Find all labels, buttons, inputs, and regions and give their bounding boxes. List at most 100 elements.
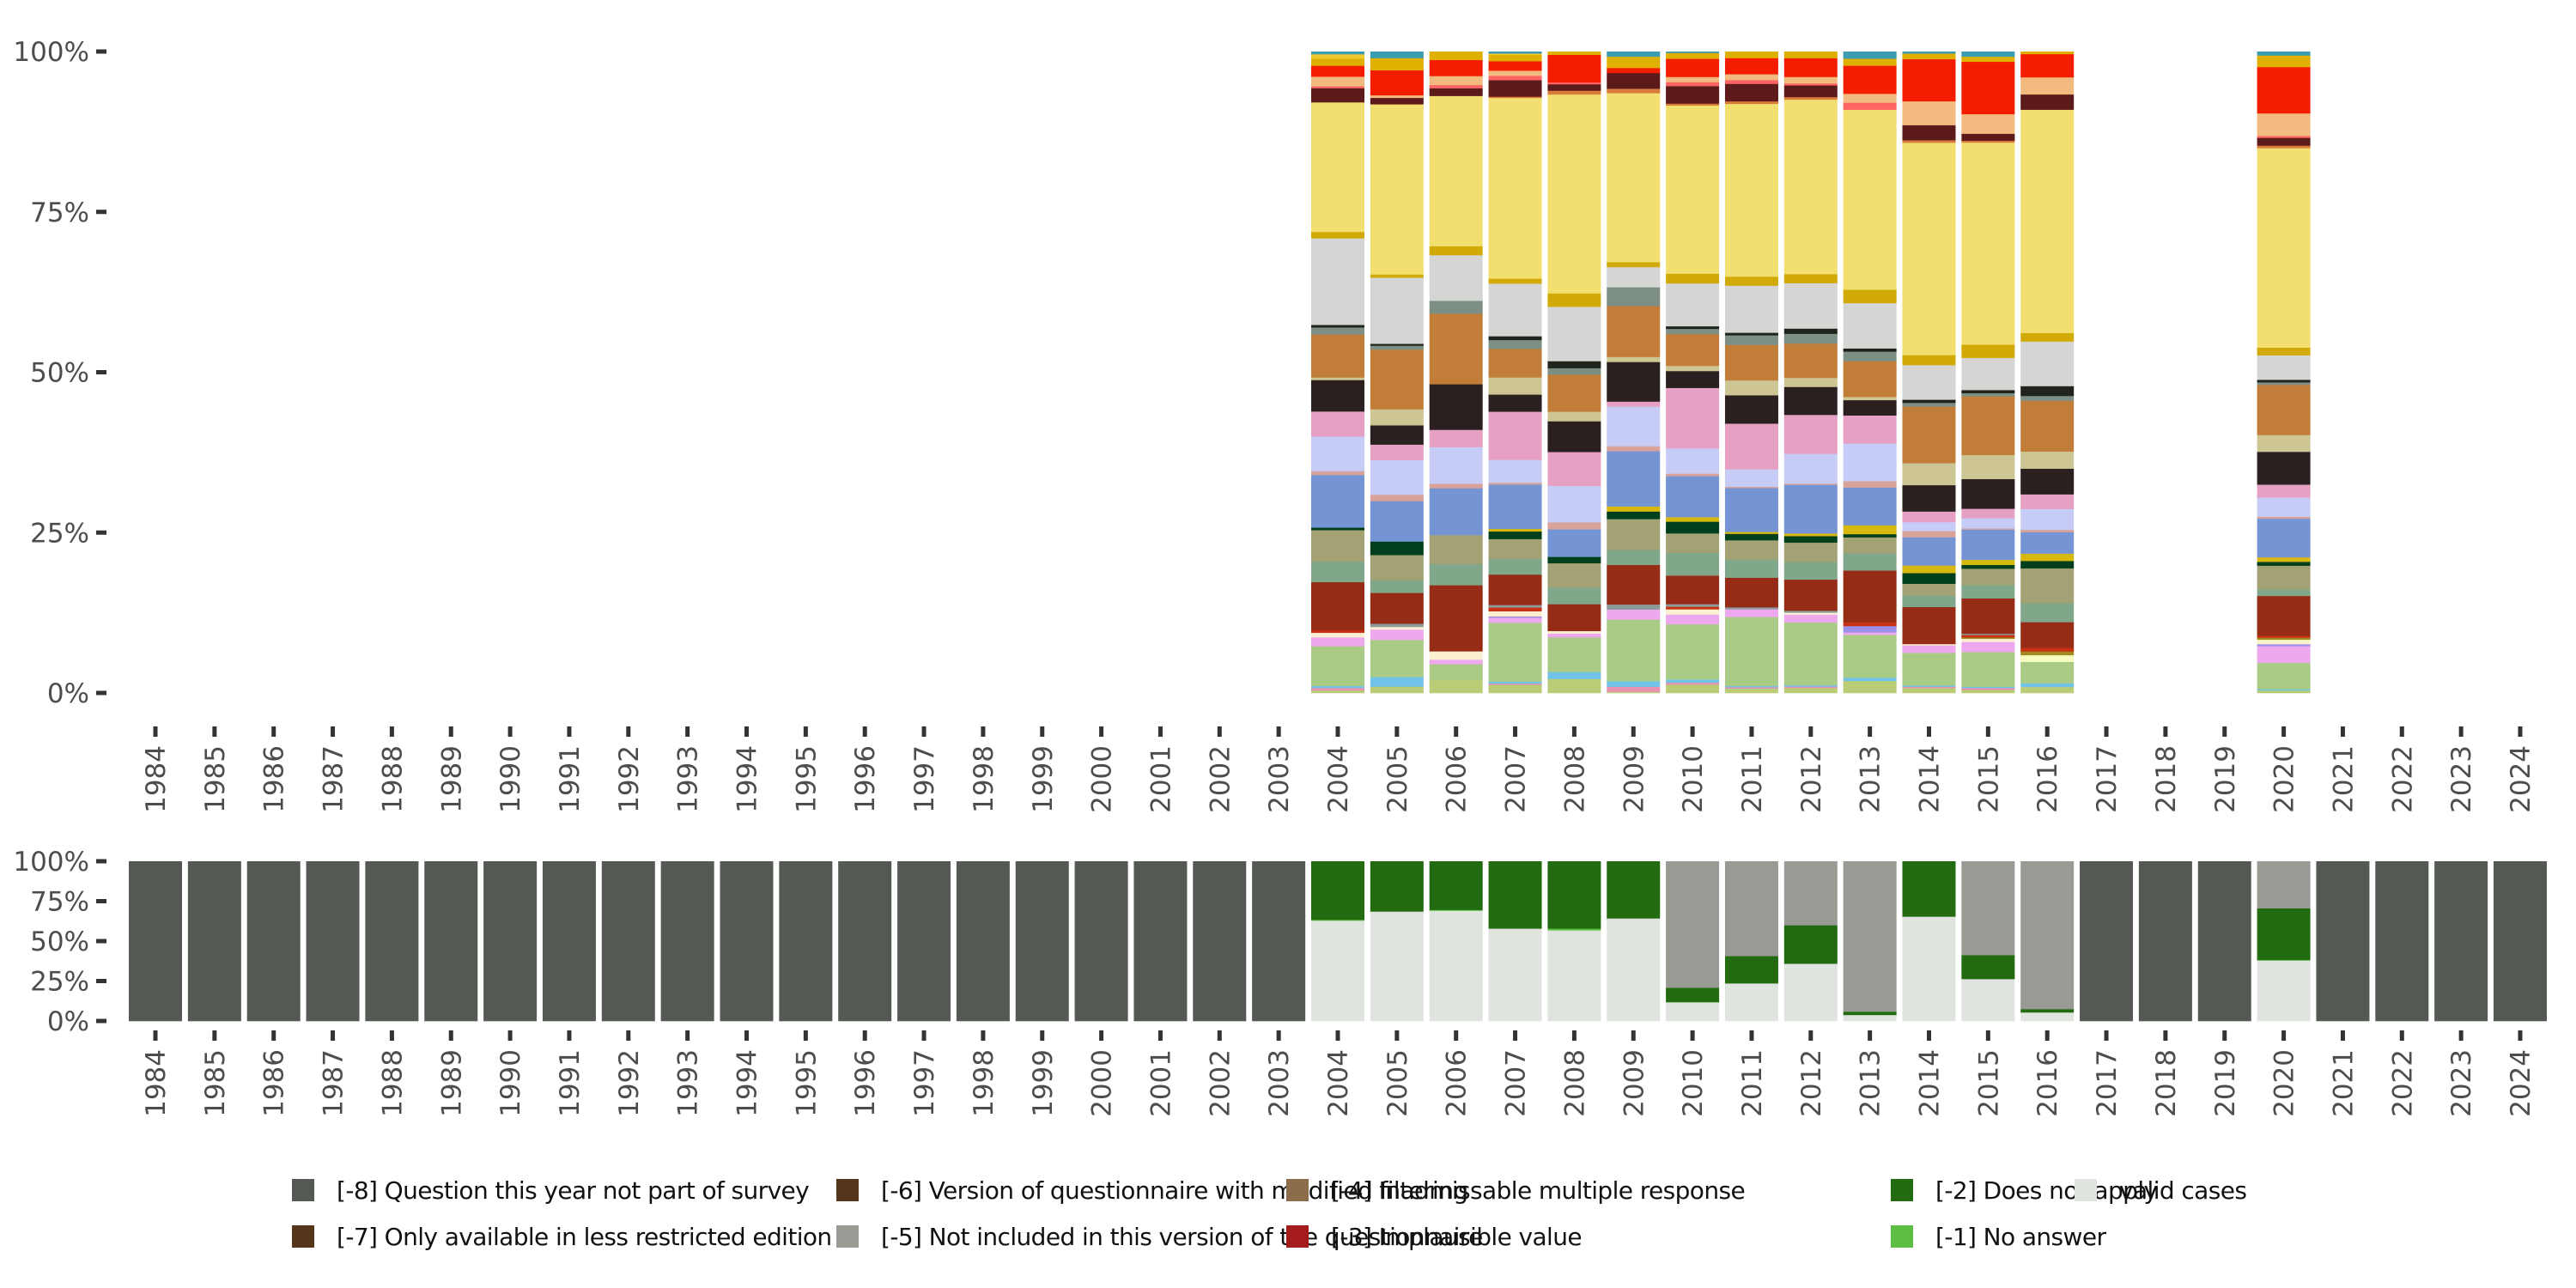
bar-segment-cat-20: [1607, 401, 1661, 407]
bar-segment-cat-10: [1843, 622, 1897, 627]
bar-segment--8: [542, 861, 596, 1022]
x-tick-label: 2002: [1205, 745, 1236, 813]
bar-segment-cat-23: [1370, 349, 1424, 410]
bar-segment-cat-21: [1488, 394, 1542, 412]
bar-segment-cat-15: [2257, 562, 2311, 566]
bar-segment--8: [306, 861, 360, 1022]
bar-segment-cat-15: [1607, 511, 1661, 519]
bar-segment-valid: [1961, 979, 2015, 1022]
bar-segment-cat-17: [1429, 488, 1483, 536]
bar-segment-cat-22: [1488, 377, 1542, 395]
bar-segment-cat-27: [1783, 274, 1838, 283]
bar-segment-cat-07: [1961, 638, 2015, 642]
bar-segment-cat-21: [1724, 395, 1778, 424]
top-panel: 0% 25% 50% 75% 100% 1984 1985 1986 1987 1988 1989 1…: [13, 37, 2537, 813]
bar-segment-cat-12: [1429, 585, 1483, 652]
bar-segment-cat-17: [1783, 484, 1838, 534]
bar-segment-cat-02: [1607, 686, 1661, 692]
x-tick-label: 1994: [732, 1049, 763, 1117]
bar-segment-cat-20: [1666, 387, 1720, 449]
bar-segment-cat-32: [1961, 113, 2015, 134]
bar-segment-cat-36: [1843, 52, 1897, 59]
legend-swatch: [292, 1179, 314, 1201]
bar-segment-cat-05: [1783, 614, 1838, 623]
bar-segment--1: [1547, 928, 1601, 931]
bar-segment-cat-14: [1902, 583, 1956, 596]
bar-segment-cat-03: [1724, 685, 1778, 688]
bar-segment-cat-26: [1488, 283, 1542, 337]
bar-segment-cat-07: [1666, 609, 1720, 615]
bar-segment-cat-05: [1607, 609, 1661, 620]
bar-segment-cat-21: [1429, 384, 1483, 430]
bar-segment-cat-32: [2020, 76, 2075, 95]
legend-swatch: [1286, 1179, 1309, 1201]
x-tick-label: 2001: [1145, 1049, 1176, 1117]
bar-segment-cat-07: [1429, 651, 1483, 660]
bar-segment-valid: [1607, 918, 1661, 1022]
bar-1985: [187, 861, 241, 1022]
bar-segment-cat-21: [1666, 370, 1720, 388]
bar-segment-cat-24: [1488, 339, 1542, 349]
legend-item-minus7: [-7] Only available in less restricted e…: [292, 1221, 832, 1252]
bar-segment-cat-26: [1370, 277, 1424, 344]
bar-segment-cat-11: [1783, 611, 1838, 613]
bar-segment-cat-23: [1724, 344, 1778, 381]
bar-segment-cat-12: [1961, 598, 2015, 635]
bar-segment-cat-15: [1783, 536, 1838, 544]
bar-segment--8: [2316, 861, 2370, 1022]
bar-segment-cat-12: [1666, 575, 1720, 605]
bar-segment-cat-18: [2020, 529, 2075, 533]
bar-segment-cat-28: [1666, 105, 1720, 274]
bar-segment-cat-27: [1547, 293, 1601, 307]
x-tick-label: 1988: [377, 1049, 408, 1117]
bar-segment-cat-27: [1724, 276, 1778, 286]
bar-2019: [2197, 861, 2251, 1022]
x-tick-label: 1990: [495, 1049, 526, 1117]
bar-segment-cat-07: [2257, 641, 2311, 645]
bar-segment-cat-26: [1666, 283, 1720, 327]
legend-label: valid cases: [2119, 1176, 2247, 1205]
bar-segment-cat-07: [1783, 612, 1838, 615]
bar-segment-cat-16: [1666, 517, 1720, 522]
y-tick-label: 25%: [30, 967, 89, 998]
bar-segment-cat-04: [1843, 635, 1897, 678]
bar-segment-cat-31: [1547, 82, 1601, 85]
x-tick-label: 1998: [969, 745, 999, 813]
bar-segment-cat-18: [1961, 528, 2015, 530]
bar-segment-cat-29: [1488, 96, 1542, 99]
bar-segment-cat-24: [1311, 327, 1364, 335]
bar-segment-cat-18: [1724, 486, 1778, 489]
bar-1986: [246, 861, 301, 1022]
bar-segment-cat-16: [2257, 556, 2311, 562]
bar-segment-cat-01: [1724, 688, 1778, 694]
x-tick-label: 1997: [909, 1049, 940, 1117]
bar-segment-cat-30: [1488, 80, 1542, 97]
legend-item-valid: valid cases: [2075, 1175, 2247, 1206]
bar-segment-cat-34: [1666, 52, 1720, 59]
x-tick-label: 2005: [1382, 1049, 1413, 1117]
bar-segment-cat-17: [1607, 451, 1661, 507]
bar-segment-valid: [1488, 928, 1542, 1022]
x-tick-label: 2000: [1087, 745, 1118, 813]
bar-segment-cat-29: [1607, 88, 1661, 94]
bar-segment-cat-21: [1961, 478, 2015, 509]
bar-segment-cat-32: [1902, 100, 1956, 125]
y-tick-label: 50%: [30, 927, 89, 957]
bar-1998: [956, 861, 1010, 1022]
bar-segment-cat-20: [1547, 452, 1601, 486]
bar-segment-cat-24: [2020, 395, 2075, 401]
bar-segment-cat-23: [1843, 361, 1897, 398]
bar-segment--8: [838, 861, 892, 1022]
bar-segment-cat-30: [1961, 133, 2015, 141]
bar-segment-cat-21: [1607, 361, 1661, 402]
x-tick-label: 1985: [200, 1049, 231, 1117]
bar-segment--8: [1252, 861, 1306, 1022]
bar-segment-cat-22: [1607, 356, 1661, 362]
bar-segment--8: [897, 861, 951, 1022]
bar-segment-cat-34: [1311, 58, 1364, 66]
x-tick-label: 2006: [1442, 1049, 1473, 1117]
x-tick-label: 2012: [1796, 745, 1827, 813]
bar-segment-cat-19: [1961, 518, 2015, 529]
x-tick-label: 1989: [436, 745, 467, 813]
bar-segment-cat-05: [1370, 629, 1424, 641]
